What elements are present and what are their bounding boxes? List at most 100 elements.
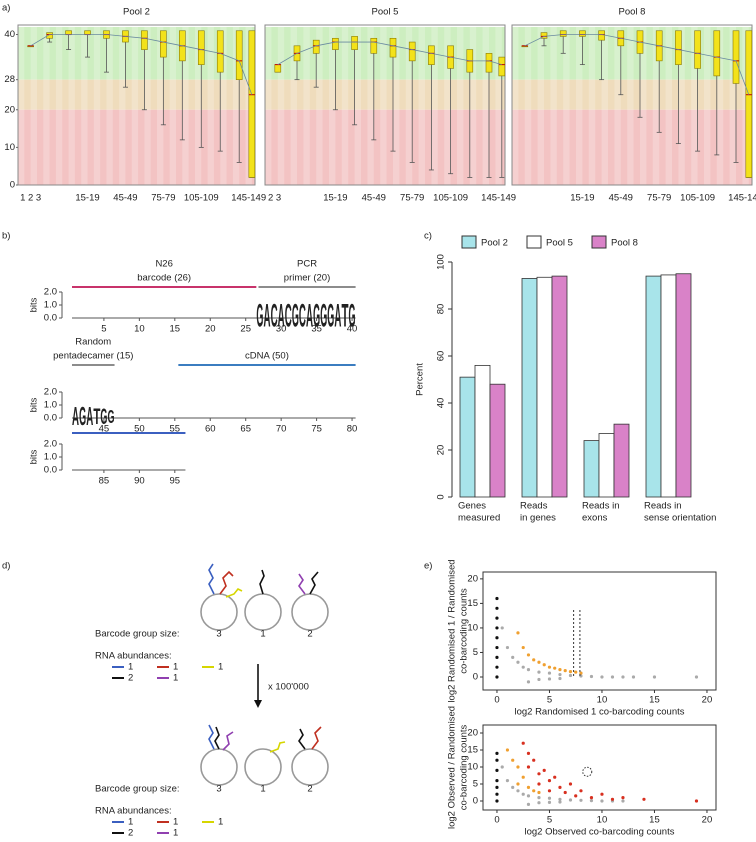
y-tick-label: 100 [436,254,447,270]
point [547,665,552,669]
y-tick-label: 0 [473,796,478,807]
box [389,37,397,58]
y-tick-label: 0 [473,672,478,683]
logo-letter: G [100,403,107,429]
stripe [393,25,400,185]
point [547,800,552,804]
point [495,675,499,679]
x-tick-label: 15-19 [323,193,347,204]
point [558,672,562,677]
stripe [640,25,647,185]
x-tick-label: 15 [649,815,660,826]
legend-swatch [461,235,477,249]
bead [291,593,329,631]
point [610,675,615,679]
box [235,30,243,80]
point [505,778,510,783]
logo-letter: T [93,403,100,429]
stripe [207,25,214,185]
y-tick-label: 1.0 [44,452,57,463]
y-tick-label: 10 [467,762,478,773]
point [495,768,499,772]
point [568,670,573,674]
point [600,799,604,803]
group-size: 2 [307,784,312,795]
stripe [537,25,544,185]
quality-band [265,79,505,110]
point [495,799,499,803]
point [505,645,510,650]
point [495,792,499,796]
point [526,751,531,755]
y-axis-label: bits [29,449,40,464]
x-tick-label: 105-109 [433,193,468,204]
y-tick-label: 0.0 [44,413,57,424]
point [495,626,499,630]
x-tick-label: Reads in [582,501,620,512]
logo-letter: G [349,298,356,335]
abundance-value: 2 [128,828,133,839]
panel-label: c) [424,231,432,242]
chart-title: Pool 8 [619,7,646,18]
point [526,785,531,789]
point [505,748,510,752]
chart-title: Pool 2 [123,7,150,18]
point [537,801,541,805]
x-tick-label: 70 [276,424,287,435]
x-tick-label: 50 [134,424,145,435]
box [675,30,682,65]
logo-letter: T [341,298,348,335]
legend-label: Pool 2 [481,238,508,249]
stripe [691,25,698,185]
point [495,665,499,669]
stripe [232,25,240,185]
segment-label: pentadecamer (15) [53,351,133,362]
box [141,30,148,50]
legend-label: Pool 8 [611,238,638,249]
y-tick-label: 2.0 [44,439,57,450]
y-axis-label: co-barcoding counts [459,588,470,674]
point [621,675,625,679]
point [532,758,536,762]
stripe [43,25,50,185]
logo-letter: G [107,407,114,428]
group-size: 1 [260,784,265,795]
point [553,666,557,670]
rna [208,724,215,750]
y-tick-label: 80 [436,304,447,315]
segment-label: Random [75,337,111,348]
x-tick-label: Reads [520,501,548,512]
x-tick-label: 20 [205,324,216,335]
stripe [341,25,349,185]
point [511,655,515,659]
quality-band [265,109,505,185]
stripe [482,25,489,185]
rna [219,570,234,595]
stripe [457,25,464,185]
abundance-value: 1 [218,662,223,673]
stripe [704,25,711,185]
x-tick-label: 95 [170,476,181,487]
median-line [277,41,502,66]
x-tick-label: 45 [99,424,110,435]
point [558,676,562,681]
y-tick-label: 10 [4,142,15,153]
point [542,768,546,772]
point [521,665,525,669]
diagram-shapes [200,563,329,786]
bar [536,276,553,498]
rna [225,587,243,598]
y-axis-label: bits [29,297,40,312]
x-tick-label: 75-79 [647,193,671,204]
point [547,677,552,681]
box [732,30,740,84]
legend-swatch [526,235,542,249]
highlight [582,766,593,777]
stripe [729,25,736,185]
stripe [512,25,519,185]
point [652,675,657,679]
box [248,30,256,178]
x-tick-label: 2 3 [268,193,281,204]
point [694,675,699,679]
